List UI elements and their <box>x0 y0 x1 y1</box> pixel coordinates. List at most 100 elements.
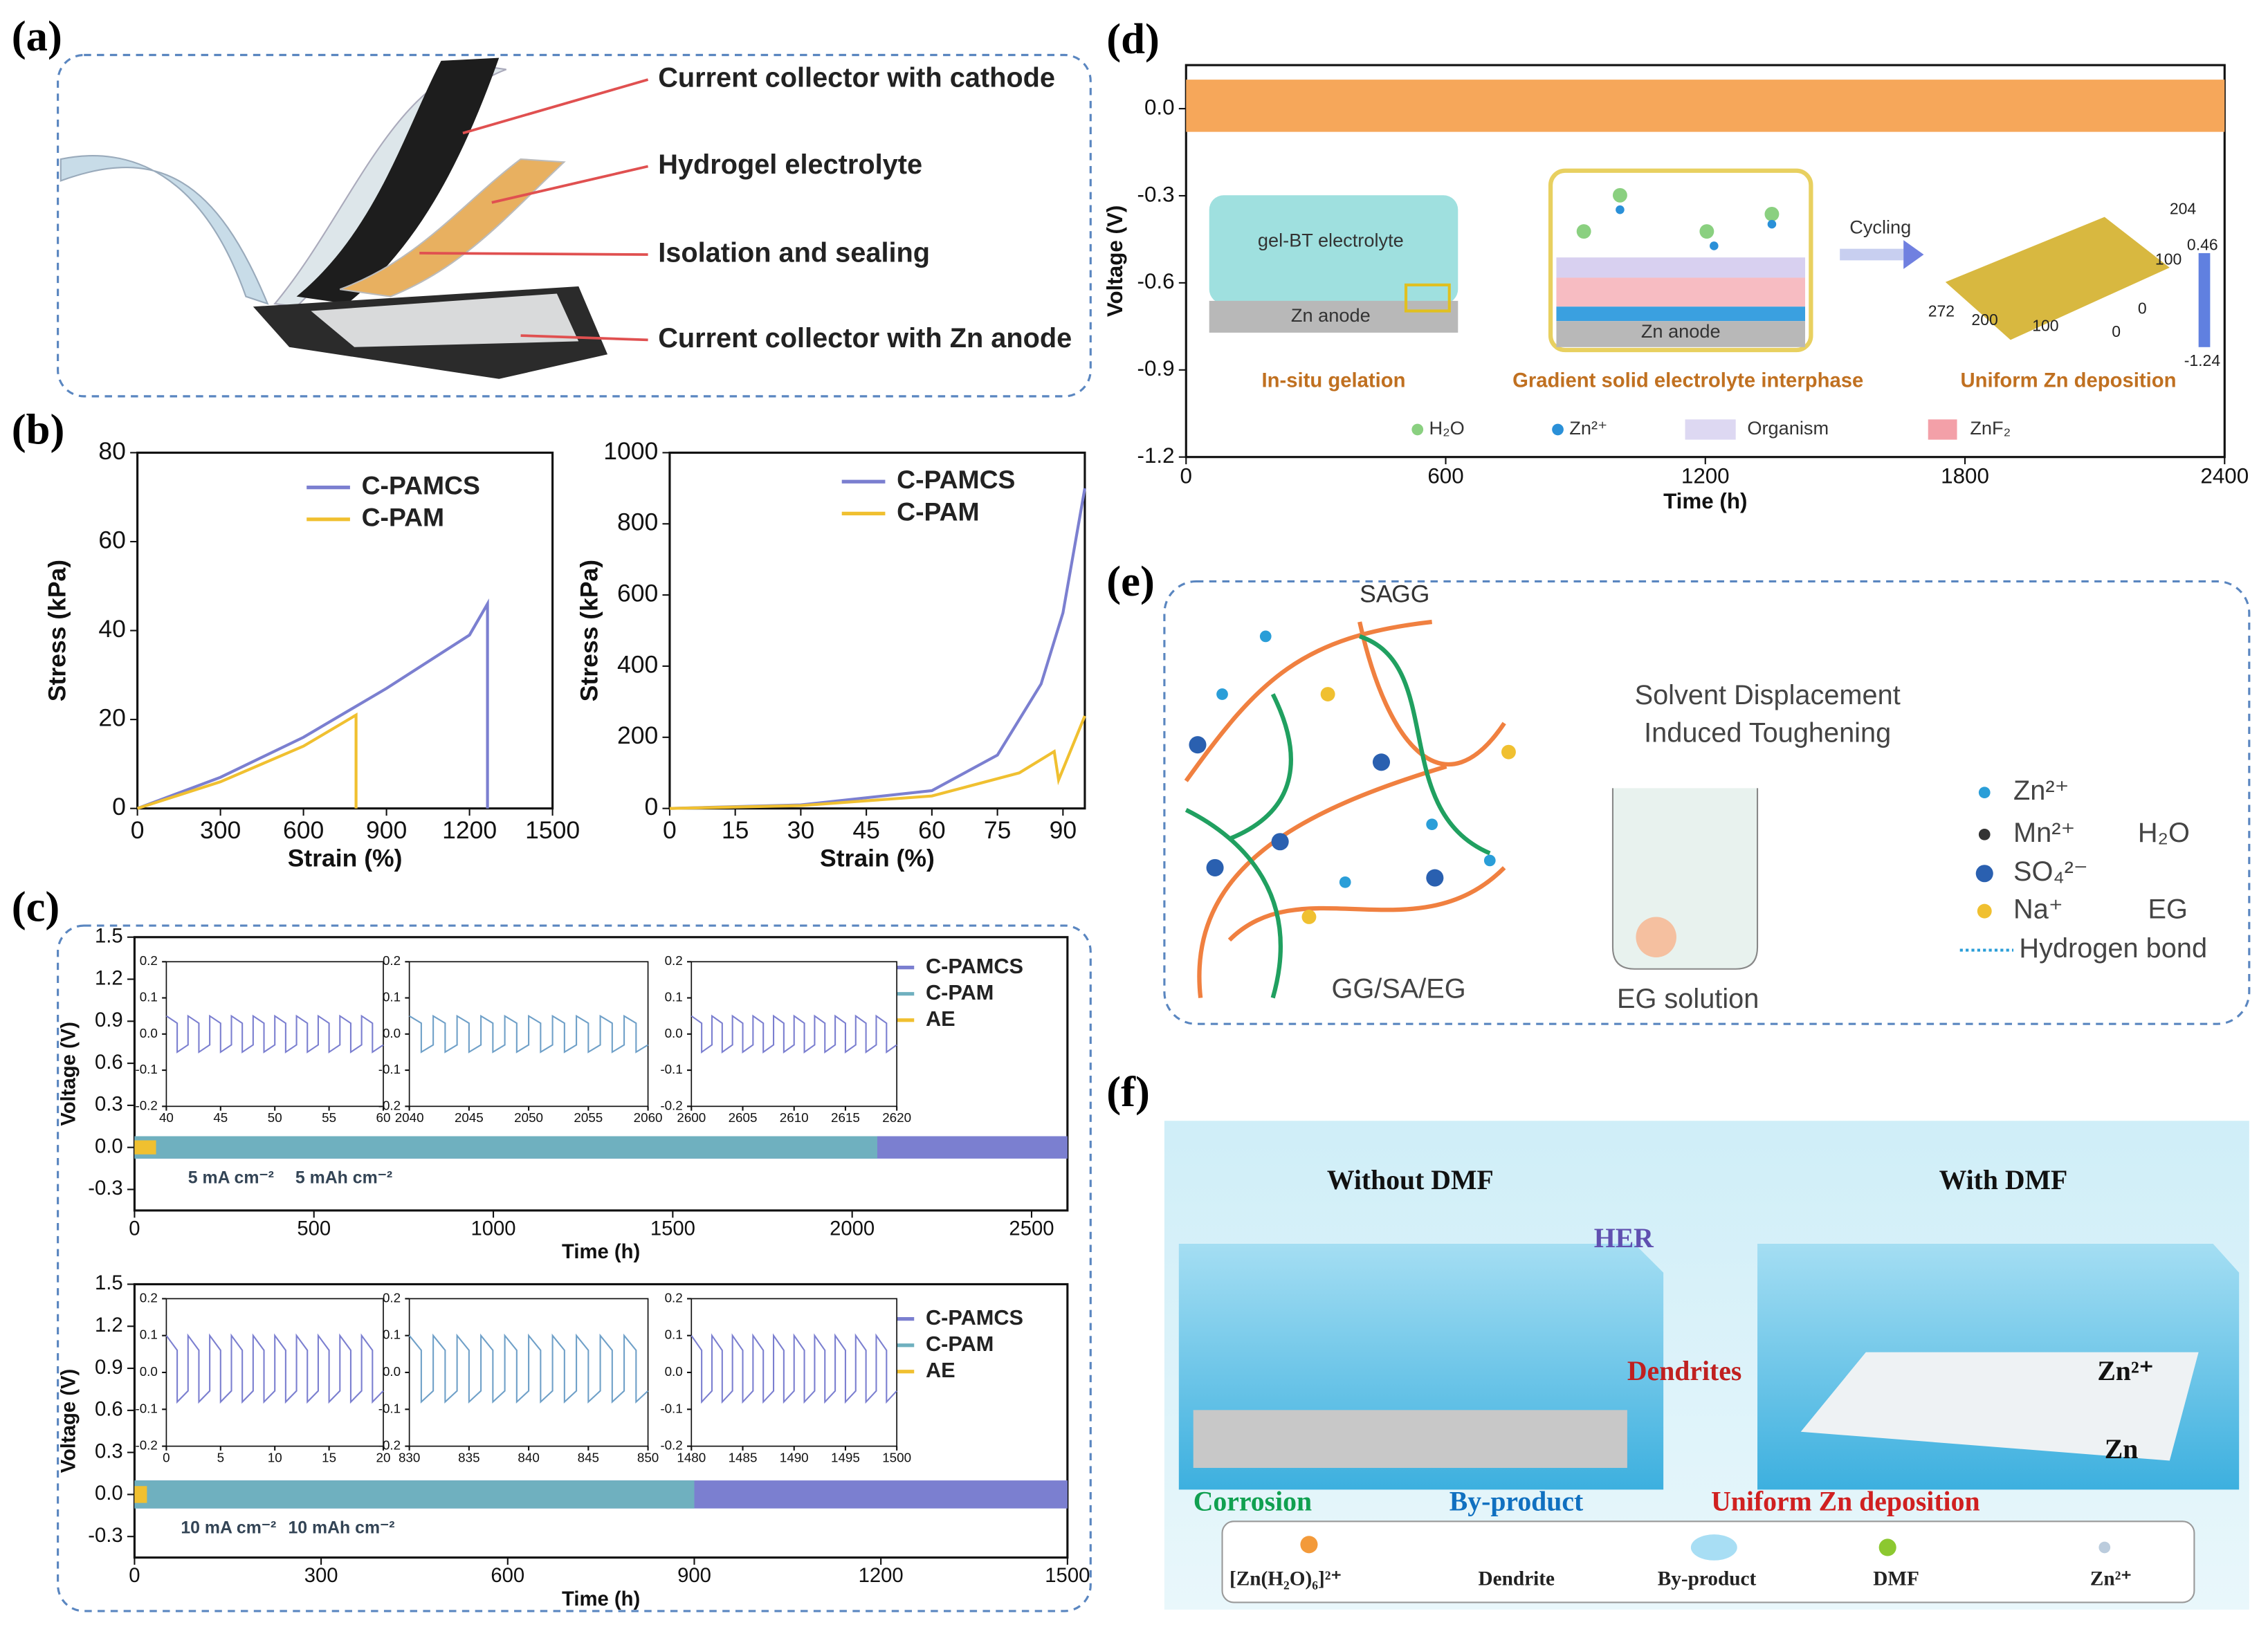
y-tick-label: 20 <box>98 704 126 732</box>
y-tick-label: 1000 <box>603 437 658 465</box>
x-tick-label: 15 <box>722 816 749 844</box>
y-tick-label: 400 <box>617 650 658 678</box>
legend-label: Zn²⁺ <box>2090 1568 2132 1590</box>
x-tick-label: 2040 <box>395 1110 424 1125</box>
line <box>669 715 1086 810</box>
caption: GG/SA/EG <box>1331 974 1465 1004</box>
y-tick-label: -0.2 <box>378 1098 401 1112</box>
line <box>136 598 489 810</box>
legend-label: Mn²⁺ <box>2013 818 2075 848</box>
title: Without DMF <box>1327 1165 1494 1195</box>
x-tick-label: 60 <box>376 1110 391 1125</box>
x-tick-label: 830 <box>399 1450 420 1464</box>
y-tick-label: 0 <box>644 793 658 820</box>
x-tick-label: 2500 <box>1009 1217 1054 1240</box>
label: Cycling <box>1849 217 1911 238</box>
legend-label: Na⁺ <box>2013 894 2063 925</box>
x-tick-label: 1500 <box>525 816 580 844</box>
x-tick-label: 900 <box>677 1565 711 1587</box>
line <box>409 1014 649 1054</box>
x-tick-label: 600 <box>491 1565 524 1587</box>
x-tick-label: 1495 <box>831 1450 860 1464</box>
panel-label: (f) <box>1106 1067 1150 1116</box>
y-tick-label: -0.2 <box>660 1438 682 1453</box>
label: Zn anode <box>1641 320 1721 342</box>
y-tick-label: 1.2 <box>95 967 123 989</box>
x-tick-label: 30 <box>787 816 815 844</box>
y-tick-label: 0.0 <box>140 1364 158 1379</box>
x-tick-label: 2605 <box>729 1110 758 1125</box>
label: Current collector with Zn anode <box>658 323 1072 353</box>
x-axis-label: Time (h) <box>562 1241 640 1263</box>
x-tick-label: 2615 <box>831 1110 860 1125</box>
y-tick-label: -0.2 <box>135 1438 157 1453</box>
area <box>134 1480 695 1509</box>
y-tick-label: 0.1 <box>383 990 401 1004</box>
x-tick-label: 90 <box>1050 816 1077 844</box>
axis-label: 200 <box>1971 311 1997 329</box>
x-tick-label: 2055 <box>574 1110 603 1125</box>
y-tick-label: -1.2 <box>1137 443 1175 468</box>
legend-label: SO₄²⁻ <box>2013 856 2088 887</box>
label: Dendrites <box>1627 1356 1741 1386</box>
y-tick-label: 0.2 <box>665 953 683 968</box>
y-tick-label: 600 <box>617 580 658 607</box>
x-tick-label: 1480 <box>677 1450 706 1464</box>
x-tick-label: 1500 <box>650 1217 695 1240</box>
label: SA <box>1360 580 1393 608</box>
legend-label: [Zn(H₂O)₆]²⁺ <box>1229 1568 1342 1590</box>
legend-label: Zn²⁺ <box>2013 775 2069 806</box>
y-tick-label: 0.1 <box>383 1327 401 1342</box>
panel-e: SA GG Solvent Displacement Induced Tough… <box>1163 580 2251 1025</box>
x-tick-label: 0 <box>163 1450 170 1464</box>
y-tick-label: -0.3 <box>1137 182 1175 206</box>
y-tick-label: 0.0 <box>383 1026 401 1040</box>
label: gel-BT electrolyte <box>1258 229 1404 250</box>
y-tick-label: 800 <box>617 508 658 536</box>
area <box>134 1486 147 1503</box>
y-tick-label: 0.1 <box>140 1327 158 1342</box>
x-tick-label: 900 <box>366 816 407 844</box>
x-tick-label: 45 <box>852 816 880 844</box>
x-axis-label: Time (h) <box>562 1588 640 1610</box>
y-tick-label: 0.6 <box>95 1051 123 1074</box>
x-tick-label: 2050 <box>514 1110 543 1125</box>
y-tick-label: -0.1 <box>135 1062 157 1076</box>
label: Zn anode <box>1291 304 1371 326</box>
y-tick-label: 0.0 <box>95 1135 123 1157</box>
x-tick-label: 5 <box>217 1450 224 1464</box>
legend-label: H₂O <box>1429 417 1464 439</box>
label: Solvent Displacement <box>1635 680 1901 710</box>
legend-label: C-PAM <box>926 1332 994 1356</box>
label: Corrosion <box>1194 1486 1312 1516</box>
x-tick-label: 0 <box>131 816 145 844</box>
y-tick-label: 0.6 <box>95 1399 123 1421</box>
y-tick-label: 0.0 <box>140 1026 158 1040</box>
x-tick-label: 2600 <box>677 1110 706 1125</box>
label: Isolation and sealing <box>658 237 930 268</box>
x-tick-label: 1500 <box>882 1450 911 1464</box>
panel-label: (b) <box>12 405 65 454</box>
x-tick-label: 600 <box>283 816 324 844</box>
axis-label: 0 <box>2112 322 2121 340</box>
area <box>1186 80 2225 132</box>
x-tick-label: 300 <box>304 1565 338 1587</box>
y-tick-label: 1.5 <box>95 1272 123 1294</box>
line <box>136 713 358 810</box>
x-tick-label: 1490 <box>780 1450 809 1464</box>
line <box>691 1014 897 1054</box>
plot-frame <box>668 451 1086 810</box>
x-tick-label: 0 <box>663 816 677 844</box>
x-tick-label: 2620 <box>882 1110 911 1125</box>
y-tick-label: 0.0 <box>665 1026 683 1040</box>
caption: Uniform Zn deposition <box>1961 370 2177 392</box>
x-axis-label: Strain (%) <box>820 845 935 872</box>
line <box>165 1014 384 1054</box>
x-tick-label: 0 <box>129 1217 140 1240</box>
y-axis-label: Voltage (V) <box>1103 205 1127 317</box>
annotation: 5 mAh cm⁻² <box>295 1168 392 1187</box>
x-axis-label: Time (h) <box>1663 489 1747 513</box>
x-tick-label: 500 <box>297 1217 331 1240</box>
label: Uniform Zn deposition <box>1711 1486 1979 1516</box>
